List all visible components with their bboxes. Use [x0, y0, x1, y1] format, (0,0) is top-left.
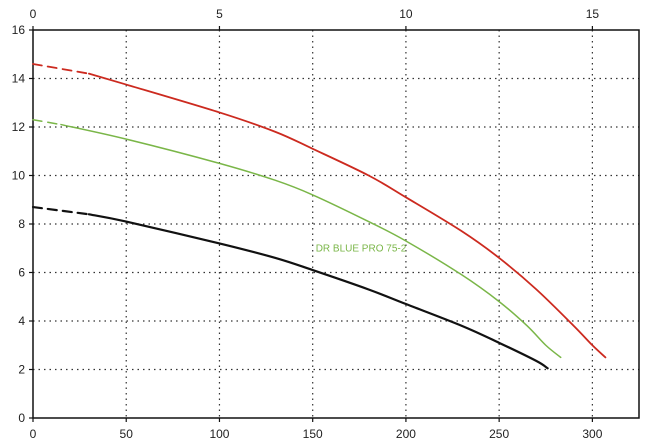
tick-label-x-bottom-250: 250 [489, 427, 509, 441]
tick-label-x-bottom-0: 0 [30, 427, 37, 441]
series-curves [31, 63, 607, 370]
tick-label-x-bottom-200: 200 [396, 427, 416, 441]
series-0-line [88, 72, 607, 359]
annotations: DR BLUE PRO 75-2 [316, 243, 407, 254]
series-annotation-label: DR BLUE PRO 75-2 [316, 243, 407, 254]
series-0-dashed-segment [32, 63, 90, 75]
tick-label-y-0: 0 [18, 411, 25, 425]
tick-label-y-12: 12 [12, 120, 26, 134]
tick-label-x-top-5: 5 [216, 7, 223, 21]
tick-label-y-8: 8 [18, 217, 25, 231]
grid [33, 30, 639, 418]
tick-label-x-bottom-300: 300 [582, 427, 602, 441]
tick-label-y-4: 4 [18, 314, 25, 328]
tick-label-y-6: 6 [18, 266, 25, 280]
tick-label-x-bottom-100: 100 [209, 427, 229, 441]
series-1-dashed-segment [32, 118, 62, 126]
tick-label-x-bottom-150: 150 [303, 427, 323, 441]
tick-label-x-top-10: 10 [399, 7, 413, 21]
tick-label-y-2: 2 [18, 363, 25, 377]
tick-label-y-16: 16 [12, 23, 26, 37]
tick-label-x-top-15: 15 [586, 7, 600, 21]
tick-label-x-bottom-50: 50 [120, 427, 134, 441]
series-1-line [60, 123, 562, 359]
tick-label-y-10: 10 [12, 169, 26, 183]
series-2-line [87, 213, 549, 370]
tick-label-y-14: 14 [12, 72, 26, 86]
series-2-dashed-segment [31, 205, 91, 216]
tick-label-x-top-0: 0 [30, 7, 37, 21]
